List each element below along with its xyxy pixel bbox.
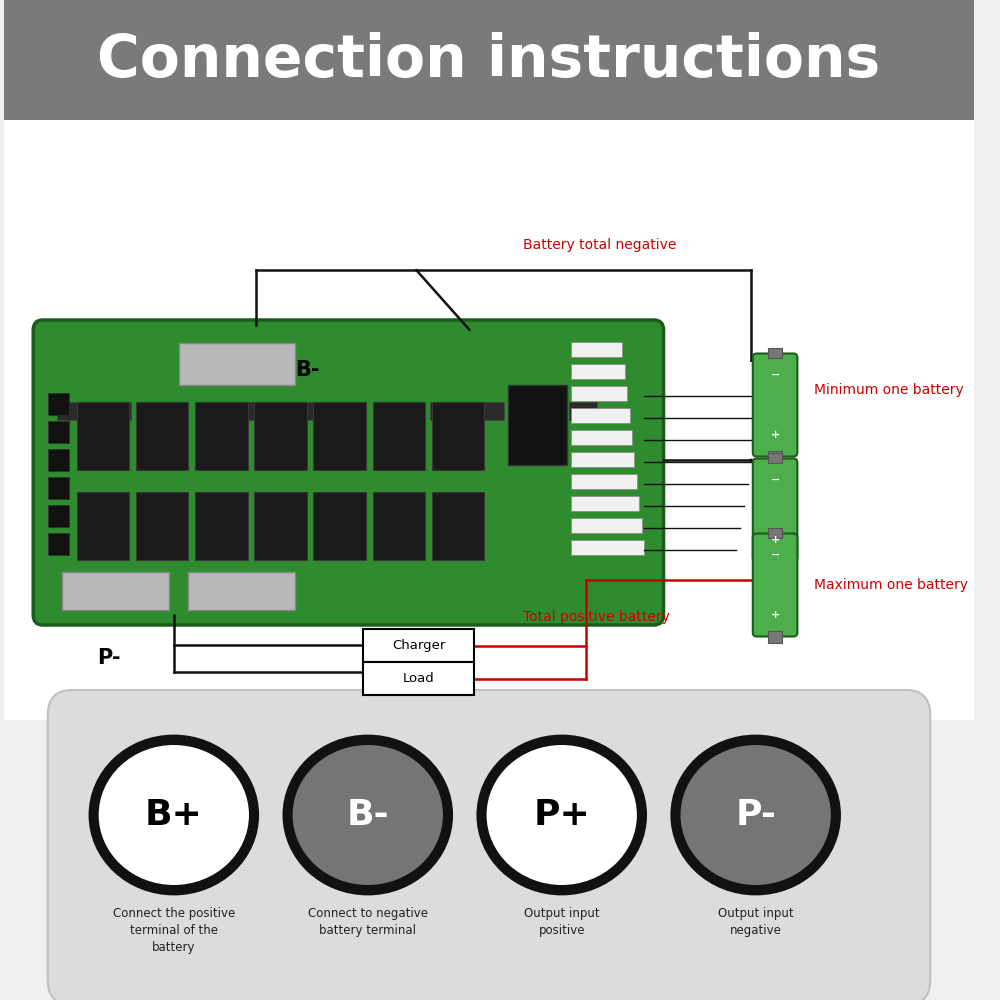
Text: Maximum one battery: Maximum one battery	[814, 578, 968, 592]
FancyBboxPatch shape	[571, 496, 639, 511]
FancyBboxPatch shape	[373, 402, 425, 470]
Ellipse shape	[672, 736, 840, 894]
Text: −: −	[770, 370, 780, 380]
FancyBboxPatch shape	[768, 348, 782, 358]
Text: +: +	[770, 535, 780, 545]
Ellipse shape	[90, 736, 258, 894]
FancyBboxPatch shape	[753, 354, 797, 456]
FancyBboxPatch shape	[57, 402, 85, 420]
FancyBboxPatch shape	[523, 402, 550, 420]
FancyBboxPatch shape	[476, 402, 504, 420]
FancyBboxPatch shape	[571, 430, 632, 445]
Ellipse shape	[681, 745, 831, 885]
FancyBboxPatch shape	[383, 402, 410, 420]
FancyBboxPatch shape	[571, 386, 627, 401]
FancyBboxPatch shape	[48, 421, 69, 443]
Ellipse shape	[487, 745, 637, 885]
FancyBboxPatch shape	[290, 402, 317, 420]
FancyBboxPatch shape	[33, 320, 664, 625]
FancyBboxPatch shape	[768, 450, 782, 462]
Text: Output input
negative: Output input negative	[718, 907, 793, 937]
FancyBboxPatch shape	[768, 556, 782, 568]
FancyBboxPatch shape	[48, 533, 69, 555]
Text: B-: B-	[295, 360, 320, 380]
FancyBboxPatch shape	[768, 528, 782, 538]
FancyBboxPatch shape	[753, 458, 797, 562]
Ellipse shape	[478, 736, 646, 894]
Text: P-: P-	[97, 648, 120, 668]
Text: Connect the positive
terminal of the
battery: Connect the positive terminal of the bat…	[113, 907, 235, 954]
Text: Total positive battery: Total positive battery	[523, 610, 670, 624]
FancyBboxPatch shape	[244, 402, 271, 420]
FancyBboxPatch shape	[4, 120, 974, 720]
FancyBboxPatch shape	[48, 505, 69, 527]
FancyBboxPatch shape	[432, 402, 484, 470]
Text: +: +	[770, 610, 780, 620]
Text: Load: Load	[403, 672, 435, 685]
Text: −: −	[770, 550, 780, 560]
Text: P-: P-	[735, 798, 776, 832]
FancyBboxPatch shape	[313, 402, 366, 470]
Text: P+: P+	[533, 798, 590, 832]
Text: −: −	[770, 475, 780, 485]
FancyBboxPatch shape	[571, 364, 625, 379]
Text: B-: B-	[346, 798, 389, 832]
FancyBboxPatch shape	[188, 572, 295, 610]
FancyBboxPatch shape	[571, 518, 642, 533]
FancyBboxPatch shape	[136, 402, 188, 470]
FancyBboxPatch shape	[254, 492, 307, 560]
FancyBboxPatch shape	[77, 492, 129, 560]
FancyBboxPatch shape	[48, 690, 930, 1000]
FancyBboxPatch shape	[179, 343, 295, 385]
FancyBboxPatch shape	[363, 629, 474, 662]
FancyBboxPatch shape	[136, 492, 188, 560]
FancyBboxPatch shape	[48, 477, 69, 499]
FancyBboxPatch shape	[195, 492, 248, 560]
FancyBboxPatch shape	[151, 402, 178, 420]
FancyBboxPatch shape	[432, 492, 484, 560]
FancyBboxPatch shape	[768, 631, 782, 643]
FancyBboxPatch shape	[768, 452, 782, 462]
FancyBboxPatch shape	[753, 534, 797, 637]
FancyBboxPatch shape	[571, 342, 622, 357]
Text: Output input
positive: Output input positive	[524, 907, 600, 937]
FancyBboxPatch shape	[62, 572, 169, 610]
FancyBboxPatch shape	[508, 385, 567, 465]
Text: Battery total negative: Battery total negative	[523, 238, 676, 252]
FancyBboxPatch shape	[77, 402, 129, 470]
FancyBboxPatch shape	[104, 402, 131, 420]
Ellipse shape	[99, 745, 249, 885]
Text: B+: B+	[145, 798, 203, 832]
FancyBboxPatch shape	[337, 402, 364, 420]
Ellipse shape	[293, 745, 443, 885]
Text: Connection instructions: Connection instructions	[97, 31, 881, 89]
Text: Minimum one battery: Minimum one battery	[814, 383, 964, 397]
FancyBboxPatch shape	[571, 408, 630, 423]
FancyBboxPatch shape	[571, 474, 637, 489]
FancyBboxPatch shape	[373, 492, 425, 560]
FancyBboxPatch shape	[363, 662, 474, 695]
FancyBboxPatch shape	[197, 402, 224, 420]
FancyBboxPatch shape	[571, 540, 644, 555]
FancyBboxPatch shape	[4, 0, 974, 120]
Text: +: +	[770, 430, 780, 440]
FancyBboxPatch shape	[571, 452, 634, 467]
FancyBboxPatch shape	[569, 402, 597, 420]
FancyBboxPatch shape	[430, 402, 457, 420]
FancyBboxPatch shape	[313, 492, 366, 560]
FancyBboxPatch shape	[48, 449, 69, 471]
FancyBboxPatch shape	[254, 402, 307, 470]
Text: Connect to negative
battery terminal: Connect to negative battery terminal	[308, 907, 428, 937]
FancyBboxPatch shape	[195, 402, 248, 470]
Ellipse shape	[284, 736, 452, 894]
Text: Charger: Charger	[392, 639, 445, 652]
FancyBboxPatch shape	[48, 393, 69, 415]
